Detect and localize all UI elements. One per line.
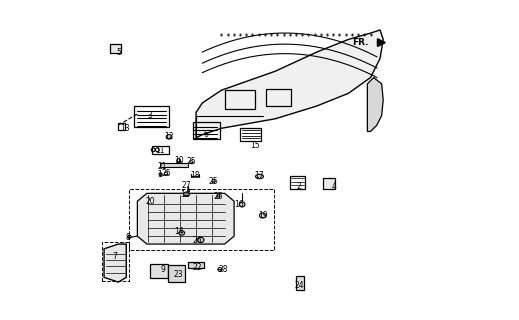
Text: 24: 24 [294,281,304,290]
Text: 5: 5 [116,48,121,57]
Text: 14: 14 [180,190,190,199]
Text: 7: 7 [113,252,118,261]
Text: 11: 11 [155,146,165,155]
Text: 10: 10 [174,156,183,164]
Text: 22: 22 [193,263,202,272]
Ellipse shape [260,213,266,218]
Text: 3: 3 [147,111,153,120]
Ellipse shape [166,135,172,139]
Text: 25: 25 [161,169,171,178]
Ellipse shape [255,174,264,179]
Text: 12: 12 [165,132,174,141]
Text: 13: 13 [120,124,130,133]
Text: 16: 16 [234,200,244,209]
Text: 20: 20 [145,197,155,206]
Text: 25: 25 [186,157,196,166]
Ellipse shape [179,231,185,235]
Text: 9: 9 [160,265,165,274]
Text: 2: 2 [297,182,302,191]
FancyBboxPatch shape [168,265,185,282]
Text: 8: 8 [126,233,130,242]
FancyBboxPatch shape [159,164,188,167]
Text: 23: 23 [174,270,183,279]
Polygon shape [196,30,383,138]
Text: 25: 25 [209,177,218,186]
Ellipse shape [198,237,204,243]
Ellipse shape [239,202,245,207]
FancyBboxPatch shape [111,44,120,53]
Text: 14: 14 [174,227,183,236]
Text: 25: 25 [213,192,223,201]
Polygon shape [104,244,126,282]
Text: 1: 1 [157,170,162,179]
Text: FR.: FR. [352,38,369,47]
Text: 28: 28 [218,265,228,274]
FancyBboxPatch shape [323,178,335,189]
Text: 19: 19 [258,211,267,220]
Text: 21: 21 [158,162,168,171]
Text: 26: 26 [193,236,202,245]
Polygon shape [138,193,234,244]
Text: 6: 6 [203,130,208,139]
Ellipse shape [184,192,189,196]
FancyBboxPatch shape [150,264,168,278]
Text: 27: 27 [182,181,192,190]
FancyBboxPatch shape [188,261,204,268]
FancyBboxPatch shape [296,276,304,290]
Text: 15: 15 [250,141,260,150]
Text: 17: 17 [255,172,264,180]
Text: 4: 4 [332,182,336,191]
Text: 18: 18 [190,172,199,180]
Polygon shape [367,77,383,132]
